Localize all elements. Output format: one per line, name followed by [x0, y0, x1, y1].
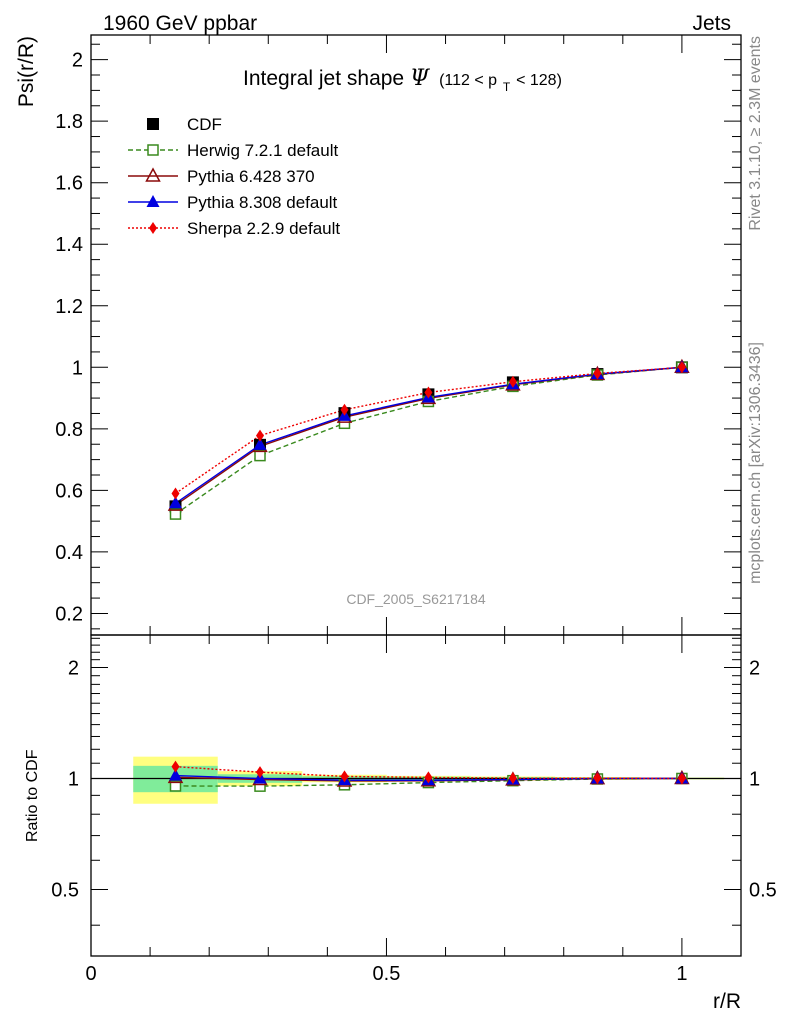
main-y-axis-label: Psi(r/R) [15, 36, 38, 107]
chart-title: Integral jet shape Ψ (112 < p T < 128) [243, 66, 562, 96]
point-sherpa-2-2-9-default [256, 429, 264, 442]
point-pythia-8-308-default [253, 437, 267, 450]
x-tick-label: 0 [85, 963, 96, 985]
legend: CDF Herwig 7.2.1 default Pythia 6.428 370 P… [128, 115, 340, 238]
main-y-tick-label: 0.4 [55, 542, 83, 564]
ratio-y-tick-label: 2 [68, 657, 79, 679]
ratio-point-sherpa-2-2-9-default [508, 772, 517, 785]
chart-title-main: Integral jet shape [243, 67, 404, 90]
legend-marker-herwig-7-2-1-default [147, 144, 159, 156]
main-y-tick-label: 1.8 [55, 111, 83, 133]
ratio-plot-frame [90, 634, 742, 957]
main-y-tick-label: 0.8 [55, 419, 83, 441]
ratio-axis-ticks: 0.5 0.5 1 1 2 2 [51, 637, 777, 926]
point-pythia-8-308-default [169, 496, 182, 509]
ratio-point-sherpa-2-2-9-default [424, 771, 433, 784]
ratio-point-pythia-8-308-default [169, 768, 182, 781]
legend-marker-pythia-6-428-370 [145, 167, 161, 182]
ratio-y-tick-label-right: 1 [749, 768, 760, 790]
legend-label-pythia-8-308-default: Pythia 8.308 default [187, 193, 338, 212]
point-sherpa-2-2-9-default [171, 487, 180, 500]
point-herwig-7-2-1-default [169, 508, 182, 520]
main-y-tick-label: 0.2 [55, 603, 83, 625]
x-tick-label: 0.5 [373, 963, 401, 985]
point-herwig-7-2-1-default [254, 449, 266, 462]
x-tick-label: 1 [676, 963, 687, 985]
ratio-point-sherpa-2-2-9-default [593, 772, 602, 785]
ratio-y-axis-label: Ratio to CDF [24, 749, 41, 842]
main-y-tick-label: 1.2 [55, 296, 83, 318]
chart-title-range-suffix: < 128) [516, 72, 562, 89]
point-sherpa-2-2-9-default [677, 361, 686, 374]
ratio-point-herwig-7-2-1-default [169, 780, 182, 792]
analysis-watermark: CDF_2005_S6217184 [346, 591, 486, 607]
main-y-tick-label: 2 [72, 50, 83, 72]
rivet-version-label: Rivet 3.1.10, ≥ 2.3M events [747, 36, 764, 231]
header-energy-label: 1960 GeV ppbar [103, 12, 257, 35]
legend-label-herwig-7-2-1-default: Herwig 7.2.1 default [187, 141, 338, 160]
point-sherpa-2-2-9-default [593, 367, 602, 380]
legend-label-sherpa-2-2-9-default: Sherpa 2.2.9 default [187, 219, 340, 238]
point-sherpa-2-2-9-default [508, 375, 517, 388]
legend-label-pythia-6-428-370: Pythia 6.428 370 [187, 167, 315, 186]
ratio-point-sherpa-2-2-9-default [340, 770, 349, 783]
ratio-y-tick-label-right: 0.5 [749, 879, 777, 901]
chart-title-range-sub: T [503, 80, 511, 94]
legend-marker-sherpa-2-2-9-default [149, 222, 157, 234]
main-y-tick-label: 1.6 [55, 173, 83, 195]
chart-title-range-prefix: (112 < p [439, 72, 497, 89]
ratio-point-sherpa-2-2-9-default [171, 760, 180, 773]
main-series-layer [167, 358, 690, 520]
x-axis-label: r/R [713, 990, 741, 1013]
ratio-series-layer [167, 760, 690, 792]
main-y-tick-label: 0.6 [55, 480, 83, 502]
main-y-tick-label: 1 [72, 357, 83, 379]
svg-text:Integral jet shape Ψ: Integral jet shape Ψ (112 < p T < 128) [243, 66, 562, 96]
series-line-sherpa-2-2-9-default [175, 366, 682, 495]
legend-marker-pythia-8-308-default [146, 195, 160, 207]
legend-marker-cdf [147, 118, 159, 130]
ratio-point-sherpa-2-2-9-default [677, 772, 686, 785]
point-sherpa-2-2-9-default [340, 403, 349, 416]
mcplots-label: mcplots.cern.ch [arXiv:1306.3436] [747, 342, 764, 584]
point-sherpa-2-2-9-default [424, 386, 433, 399]
header-process-label: Jets [692, 12, 731, 35]
main-y-tick-label: 1.4 [55, 234, 83, 256]
ratio-y-tick-label: 0.5 [51, 879, 79, 901]
chart-title-symbol: Ψ [410, 66, 430, 91]
ratio-y-tick-label: 1 [68, 768, 79, 790]
legend-label-cdf: CDF [187, 115, 222, 134]
ratio-point-sherpa-2-2-9-default [256, 766, 264, 779]
ratio-y-tick-label-right: 2 [749, 657, 760, 679]
